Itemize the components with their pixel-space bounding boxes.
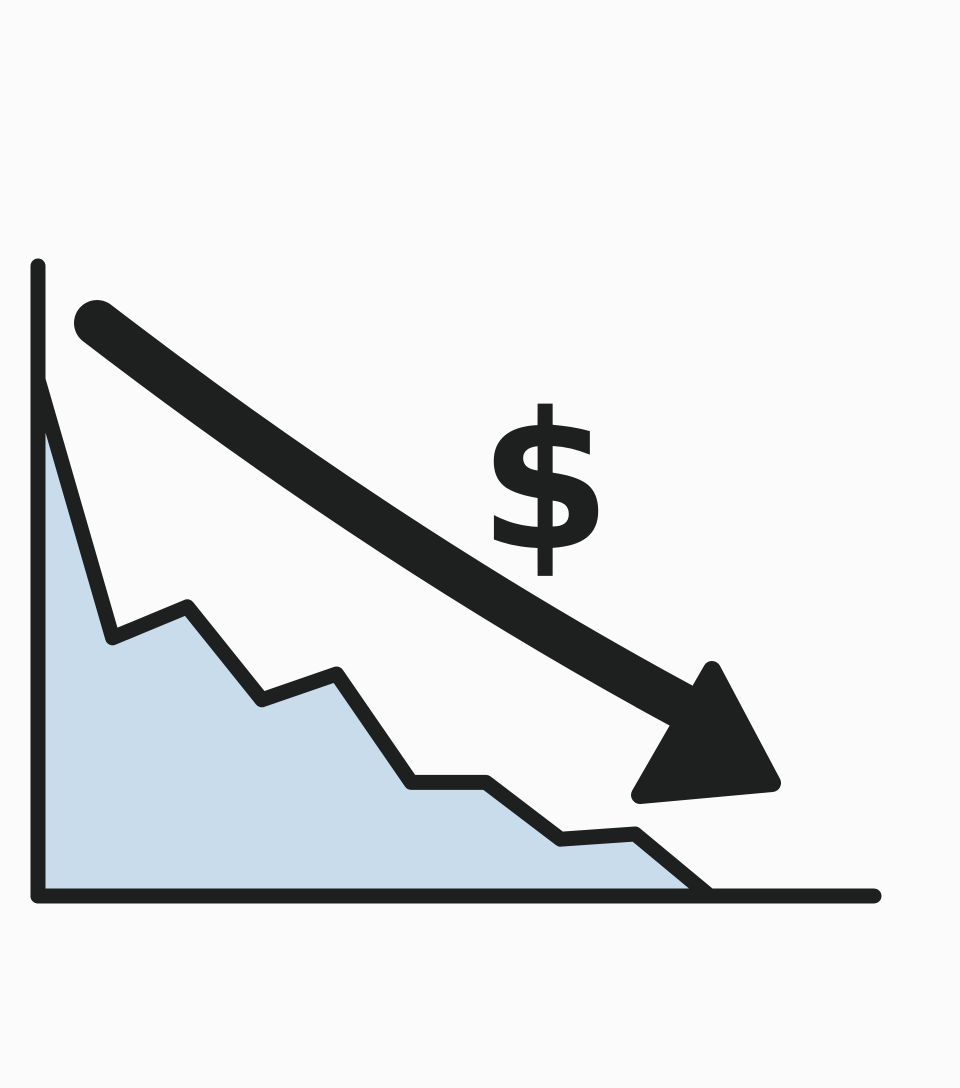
trend-arrow: [74, 300, 781, 804]
area-layer: [30, 372, 792, 904]
series-line: [30, 372, 792, 904]
dollar-sign-icon: $: [479, 372, 611, 593]
area-fill: [38, 379, 785, 897]
downward-trend-arrow-icon: [74, 300, 703, 728]
arrow-head-icon: [631, 661, 781, 804]
axes: [30, 258, 882, 904]
